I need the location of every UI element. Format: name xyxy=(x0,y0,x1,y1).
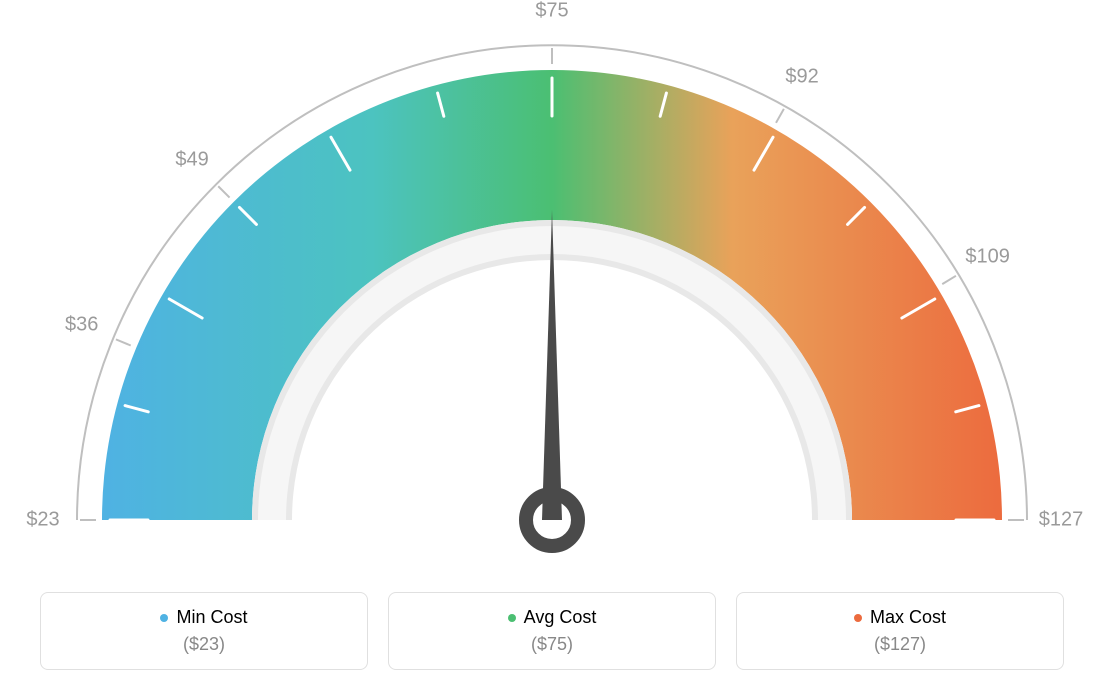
legend-text-avg: Avg Cost xyxy=(524,607,597,628)
gauge-svg xyxy=(0,0,1104,580)
legend-item-max: Max Cost ($127) xyxy=(736,592,1064,670)
legend: Min Cost ($23) Avg Cost ($75) Max Cost (… xyxy=(40,592,1064,670)
legend-dot-max xyxy=(854,614,862,622)
legend-text-max: Max Cost xyxy=(870,607,946,628)
cost-gauge-chart: $23 $36 $49 $75 $92 $109 $127 Min Cost ($23) A… xyxy=(0,0,1104,690)
tick-label: $92 xyxy=(785,65,818,88)
legend-dot-min xyxy=(160,614,168,622)
legend-label-max: Max Cost xyxy=(854,607,946,628)
legend-item-avg: Avg Cost ($75) xyxy=(388,592,716,670)
legend-text-min: Min Cost xyxy=(176,607,247,628)
tick-label: $109 xyxy=(965,245,1010,268)
legend-dot-avg xyxy=(508,614,516,622)
legend-value-max: ($127) xyxy=(757,634,1043,655)
legend-label-avg: Avg Cost xyxy=(508,607,597,628)
legend-item-min: Min Cost ($23) xyxy=(40,592,368,670)
tick-label: $75 xyxy=(535,0,568,23)
tick-label: $49 xyxy=(175,149,208,172)
legend-label-min: Min Cost xyxy=(160,607,247,628)
tick-label: $36 xyxy=(65,314,98,337)
tick-label: $127 xyxy=(1039,509,1084,532)
legend-value-min: ($23) xyxy=(61,634,347,655)
legend-value-avg: ($75) xyxy=(409,634,695,655)
tick-label: $23 xyxy=(26,509,59,532)
gauge-area: $23 $36 $49 $75 $92 $109 $127 xyxy=(0,0,1104,580)
